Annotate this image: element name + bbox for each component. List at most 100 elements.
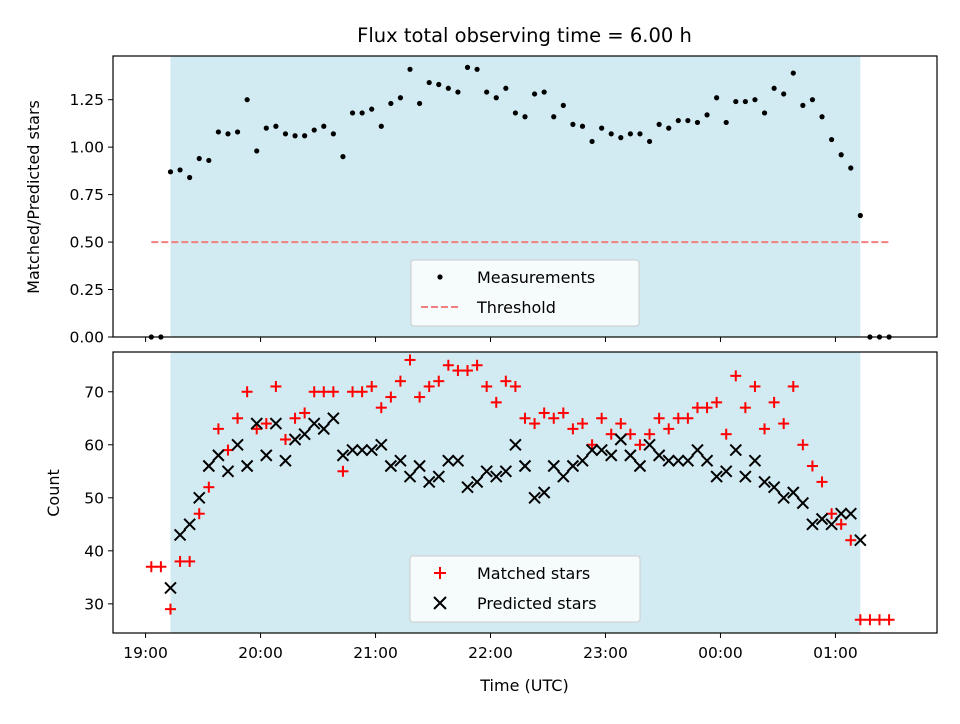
top-series-0-point (196, 155, 202, 162)
top-y-tick-label: 0.00 (69, 329, 104, 347)
bottom-series-1-point (806, 518, 819, 531)
bottom-series-0-point (586, 439, 598, 451)
top-series-0-point (311, 127, 317, 133)
bottom-series-0-point (337, 465, 349, 477)
top-series-0-point (426, 79, 432, 86)
bottom-series-1-point (480, 465, 493, 478)
bottom-series-0-point (548, 412, 560, 424)
top-series-0-point (704, 112, 710, 118)
bottom-series-1-point (298, 427, 311, 441)
top-series-0-point (627, 131, 633, 137)
bottom-y-tick-label: 50 (84, 489, 104, 507)
top-series-0-point (321, 123, 327, 129)
bottom-series-1-point (288, 433, 302, 446)
bottom-series-0-point (806, 460, 818, 472)
bottom-series-1-point (355, 443, 369, 457)
bottom-series-1-point (605, 449, 618, 462)
top-series-0-point (244, 97, 250, 103)
bottom-series-0-point (452, 365, 464, 377)
top-plot-frame (112, 55, 938, 338)
bottom-series-1-point (327, 412, 340, 425)
bottom-series-0-point (232, 412, 244, 424)
bottom-x-tick-label: 00:00 (698, 644, 743, 662)
top-series-0-point (761, 110, 768, 116)
top-series-0-point (723, 119, 729, 126)
bottom-series-0-point (462, 365, 474, 377)
bottom-series-1-point (451, 454, 465, 467)
top-series-0-point (436, 81, 442, 88)
top-series-0-point (589, 138, 595, 145)
top-series-0-point (579, 123, 586, 129)
bottom-x-tick-label: 19:00 (123, 644, 168, 662)
top-series-0-point (848, 165, 854, 171)
top-series-0-point (273, 123, 279, 129)
top-legend: Measurements Threshold (410, 259, 640, 327)
top-series-0-point (234, 129, 241, 135)
bottom-series-1-point (767, 480, 781, 494)
bottom-series-1-point (633, 459, 647, 473)
bottom-series-1-point (825, 518, 838, 531)
bottom-series-1-point (413, 459, 426, 473)
bottom-y-tick-label: 70 (84, 383, 104, 401)
bottom-series-0-point (653, 412, 665, 424)
bottom-series-1-point (221, 465, 235, 478)
legend-matched-marker (434, 567, 446, 579)
bottom-series-1-point (317, 422, 330, 436)
bottom-series-0-point (471, 359, 483, 371)
top-series-0-point (570, 121, 576, 127)
bottom-series-1-point (470, 475, 484, 489)
bottom-series-1-point (624, 449, 637, 462)
bottom-series-0-point (222, 444, 234, 456)
top-series-0-point (608, 131, 614, 137)
top-series-0-point (225, 131, 231, 137)
bottom-series-0-point (739, 402, 751, 414)
bottom-series-1-point (614, 433, 628, 446)
bottom-series-1-point (710, 470, 723, 483)
bottom-series-0-point (634, 439, 646, 451)
top-series-0-point (215, 129, 221, 135)
top-series-0-point (167, 169, 174, 175)
top-series-0-point (254, 148, 260, 154)
top-series-0-point (560, 102, 566, 108)
bottom-series-0-point (835, 518, 847, 530)
top-y-axis-label: Matched/Predicted stars (24, 100, 43, 294)
bottom-y-axis-label: Count (44, 469, 63, 517)
bottom-series-1-point (652, 449, 666, 462)
top-series-0-point (742, 98, 748, 105)
x-axis-label: Time (UTC) (479, 676, 568, 695)
top-legend-box (410, 259, 640, 327)
bottom-series-1-point (509, 438, 522, 451)
bottom-series-0-point (414, 391, 426, 403)
bottom-series-0-point (347, 386, 359, 398)
top-series-0-point (177, 167, 183, 173)
bottom-series-1-point (739, 470, 752, 483)
bottom-series-1-point (250, 417, 263, 430)
bottom-series-1-point (758, 475, 771, 489)
bottom-series-0-point (711, 396, 723, 408)
bottom-series-1-point (557, 470, 570, 483)
bottom-series-0-point (404, 354, 416, 366)
bottom-series-0-point (500, 375, 512, 387)
top-series-0-point (857, 212, 863, 219)
chart-title: Flux total observing time = 6.00 h (357, 24, 692, 47)
top-series-0-point (551, 114, 557, 120)
bottom-series-1-point (691, 443, 704, 457)
bottom-series-1-point (279, 454, 292, 467)
legend-threshold-label: Threshold (476, 298, 556, 317)
top-series-0-point (493, 95, 499, 101)
top-series-0-point (378, 123, 384, 129)
bottom-y-tick-label: 30 (84, 595, 104, 613)
bottom-series-1-point (490, 470, 503, 483)
bottom-series-0-point (423, 380, 435, 392)
bottom-x-tick-label: 01:00 (813, 644, 858, 662)
bottom-series-0-point (519, 412, 531, 424)
bottom-series-1-point (566, 459, 580, 473)
top-series-0-point (733, 98, 739, 105)
top-series-0-point (349, 110, 356, 116)
bottom-series-0-point (327, 386, 339, 398)
top-series-0-point (187, 174, 193, 181)
bottom-series-0-point (730, 370, 742, 382)
legend-matched-label: Matched stars (477, 564, 590, 583)
top-series-0-point (417, 100, 423, 107)
bottom-series-0-point (490, 396, 502, 408)
